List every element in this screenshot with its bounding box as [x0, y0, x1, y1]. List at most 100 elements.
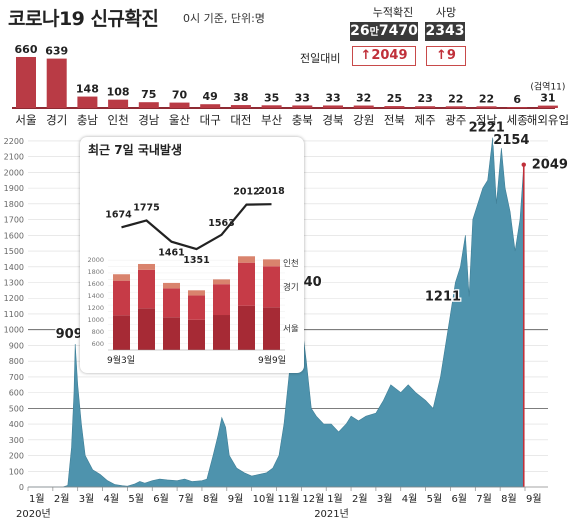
region-bar — [292, 105, 313, 108]
x-tick-label: 10월 — [253, 493, 275, 505]
y-tick-label: 1500 — [4, 247, 24, 256]
y-tick-label: 200 — [9, 452, 24, 461]
region-value-label: 38 — [233, 91, 248, 104]
inset-y-tick-label: 1400 — [87, 292, 104, 300]
inset-stack-segment — [238, 256, 255, 263]
inset-total-label: 1775 — [133, 203, 159, 214]
cumulative-value: 26만7470 — [350, 22, 418, 41]
region-bar — [169, 102, 190, 108]
y-tick-label: 2000 — [4, 168, 24, 177]
region-bar — [46, 58, 67, 108]
region-category-label: 경북 — [322, 113, 343, 127]
x-tick-label: 4월 — [402, 493, 418, 505]
y-tick-label: 1900 — [4, 184, 24, 193]
y-tick-label: 0 — [19, 483, 24, 492]
year-label: 2021년 — [314, 508, 349, 520]
region-value-label: 23 — [417, 92, 432, 105]
delta-label: 전일대비 — [300, 52, 341, 65]
peak-label: 2221 — [469, 121, 505, 136]
peak-label: 1211 — [425, 290, 461, 305]
inset-stack-segment — [138, 269, 155, 309]
region-bar — [16, 56, 36, 108]
region-bar — [476, 106, 497, 108]
region-bar — [108, 99, 129, 108]
x-tick-label: 3월 — [79, 493, 95, 505]
region-bar — [138, 102, 159, 108]
y-tick-label: 1700 — [4, 216, 24, 225]
region-category-label: 울산 — [169, 113, 191, 127]
region-category-label: 전남 — [476, 113, 498, 127]
inset-x-label: 9월9일 — [258, 354, 286, 366]
inset-stack-segment — [138, 263, 155, 270]
region-value-label: 6 — [513, 93, 521, 106]
x-tick-label: 6월 — [451, 493, 467, 505]
x-tick-label: 3월 — [377, 493, 393, 505]
x-tick-label: 5월 — [128, 493, 144, 505]
deaths-label: 사망 — [435, 6, 457, 19]
y-tick-label: 600 — [9, 389, 24, 398]
inset-total-label: 1674 — [105, 209, 132, 220]
inset-total-line — [121, 203, 272, 251]
inset-stack-segment — [163, 288, 180, 318]
region-category-label: 대전 — [230, 113, 251, 127]
cumulative-value-a: 26 — [350, 23, 370, 39]
x-tick-label: 7월 — [178, 493, 194, 505]
peak-label: 2049 — [532, 158, 568, 173]
y-tick-label: 1800 — [4, 200, 24, 209]
inset-stack-segment — [163, 317, 180, 350]
x-tick-label: 9월 — [526, 493, 542, 505]
y-tick-label: 1000 — [4, 326, 24, 335]
x-tick-label: 8월 — [203, 493, 219, 505]
year-label: 2020년 — [16, 508, 51, 520]
y-tick-label: 1600 — [4, 231, 24, 240]
region-value-label: 33 — [325, 91, 340, 104]
region-category-label: 광주 — [445, 113, 466, 127]
y-tick-label: 700 — [9, 373, 24, 382]
x-tick-label: 1월 — [29, 493, 45, 505]
region-value-label: 35 — [264, 91, 279, 104]
region-value-label: 31 — [540, 92, 555, 105]
region-category-label: 대구 — [200, 113, 221, 127]
region-category-label: 충북 — [292, 113, 313, 127]
y-tick-label: 2100 — [4, 153, 24, 162]
inset-title: 최근 7일 국내발생 — [88, 143, 182, 157]
x-tick-label: 12월 — [302, 493, 324, 505]
region-bar — [230, 105, 251, 108]
cumulative-value-b: 7470 — [378, 23, 418, 39]
y-tick-label: 100 — [9, 467, 24, 476]
deaths-delta: ↑9 — [426, 46, 466, 66]
inset-y-tick-label: 1600 — [87, 280, 104, 288]
cumulative-label: 누적확진 — [372, 6, 414, 19]
region-bar — [384, 106, 405, 108]
region-annotation: (검역11) — [530, 81, 565, 93]
x-tick-label: 7월 — [476, 493, 492, 505]
inset-stack-segment — [238, 305, 255, 350]
inset-y-tick-label: 800 — [92, 328, 104, 336]
region-value-label: 639 — [45, 45, 68, 58]
region-category-label: 세종 — [507, 113, 528, 127]
x-tick-label: 8월 — [501, 493, 517, 505]
region-bar — [537, 105, 558, 108]
region-bar — [261, 105, 282, 108]
inset-y-tick-label: 600 — [92, 340, 104, 348]
region-bar — [200, 104, 221, 108]
x-tick-label: 11월 — [278, 493, 300, 505]
region-bar — [445, 106, 466, 108]
y-tick-label: 1100 — [4, 310, 24, 319]
inset-series-label: 경기 — [283, 282, 299, 293]
region-bar — [507, 107, 528, 108]
inset-y-tick-label: 1200 — [87, 304, 104, 312]
region-category-label: 제주 — [415, 113, 436, 127]
inset-stack-segment — [188, 290, 205, 296]
weekly-inset-panel: 최근 7일 국내발생 600 800 1000 1200 1400 1600 1800 200… — [80, 137, 304, 373]
region-bar — [353, 105, 374, 108]
latest-marker-dot — [521, 162, 526, 167]
peak-label: 909 — [56, 327, 83, 342]
inset-total-label: 2012 — [233, 187, 259, 198]
inset-x-label: 9월3일 — [107, 354, 135, 366]
inset-series-label: 서울 — [283, 325, 299, 335]
region-value-label: 25 — [387, 92, 402, 105]
inset-stack-segment — [263, 266, 280, 308]
region-value-label: 70 — [172, 89, 188, 102]
inset-stack-segment — [263, 259, 280, 267]
